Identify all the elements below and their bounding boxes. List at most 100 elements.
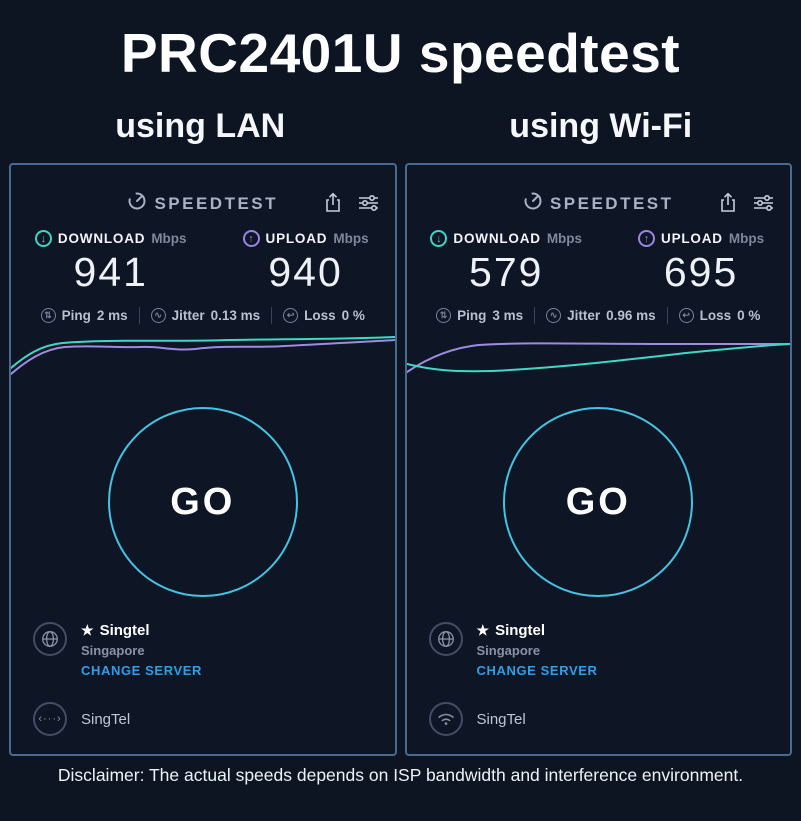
isp-name: SingTel bbox=[477, 711, 526, 728]
download-unit: Mbps bbox=[151, 231, 186, 246]
share-icon[interactable] bbox=[719, 192, 737, 218]
server-row: ★ Singtel Singapore CHANGE SERVER bbox=[429, 622, 769, 678]
download-value: 579 bbox=[469, 249, 543, 295]
ping-value: 3 ms bbox=[492, 308, 523, 323]
jitter-icon: ∿ bbox=[151, 308, 166, 323]
app-name: SPEEDTEST bbox=[154, 194, 278, 214]
settings-icon[interactable] bbox=[753, 194, 774, 217]
download-unit: Mbps bbox=[547, 231, 582, 246]
download-label: DOWNLOAD bbox=[453, 231, 540, 246]
latency-stats: ⇅ Ping 2 ms ∿ Jitter 0.13 ms ↩ Loss 0 % bbox=[11, 307, 395, 324]
jitter-value: 0.13 ms bbox=[211, 308, 261, 323]
isp-row: SingTel bbox=[429, 702, 769, 736]
server-name-row: ★ Singtel bbox=[81, 622, 202, 639]
upload-result: ↑ UPLOAD Mbps 695 bbox=[636, 230, 766, 295]
loss-icon: ↩ bbox=[679, 308, 694, 323]
download-arrow-icon: ↓ bbox=[35, 230, 52, 247]
upload-value: 940 bbox=[268, 249, 342, 295]
ping-label: Ping bbox=[62, 308, 91, 323]
speedtest-header: SPEEDTEST bbox=[11, 191, 395, 215]
loss-stat: ↩ Loss 0 % bbox=[679, 308, 761, 323]
ping-stat: ⇅ Ping 3 ms bbox=[436, 308, 523, 323]
ping-value: 2 ms bbox=[97, 308, 128, 323]
ethernet-icon: ‹···› bbox=[33, 702, 67, 736]
speed-graph bbox=[11, 334, 395, 382]
upload-result: ↑ UPLOAD Mbps 940 bbox=[241, 230, 371, 295]
go-area: GO bbox=[11, 382, 395, 622]
app-name: SPEEDTEST bbox=[550, 194, 674, 214]
loss-label: Loss bbox=[304, 308, 336, 323]
header-icons bbox=[719, 192, 774, 218]
latency-stats: ⇅ Ping 3 ms ∿ Jitter 0.96 ms ↩ Loss 0 % bbox=[407, 307, 791, 324]
ping-icon: ⇅ bbox=[41, 308, 56, 323]
ping-stat: ⇅ Ping 2 ms bbox=[41, 308, 128, 323]
upload-value: 695 bbox=[664, 249, 738, 295]
ping-label: Ping bbox=[457, 308, 486, 323]
upload-arrow-icon: ↑ bbox=[638, 230, 655, 247]
star-icon: ★ bbox=[477, 622, 490, 639]
download-result: ↓ DOWNLOAD Mbps 579 bbox=[430, 230, 582, 295]
speedtest-panel-lan: SPEEDTEST bbox=[9, 163, 397, 756]
disclaimer: Disclaimer: The actual speeds depends on… bbox=[0, 765, 801, 786]
speed-results: ↓ DOWNLOAD Mbps 579 ↑ UPLOAD Mbps 695 bbox=[407, 230, 791, 295]
gauge-icon bbox=[523, 191, 543, 216]
subtitles-row: using LAN using Wi-Fi bbox=[0, 106, 801, 146]
jitter-label: Jitter bbox=[567, 308, 600, 323]
isp-name: SingTel bbox=[81, 711, 130, 728]
upload-label: UPLOAD bbox=[661, 231, 723, 246]
change-server-link[interactable]: CHANGE SERVER bbox=[477, 663, 598, 678]
upload-label: UPLOAD bbox=[266, 231, 328, 246]
go-button[interactable]: GO bbox=[503, 407, 693, 597]
stat-divider bbox=[534, 307, 535, 324]
loss-stat: ↩ Loss 0 % bbox=[283, 308, 365, 323]
server-row: ★ Singtel Singapore CHANGE SERVER bbox=[33, 622, 373, 678]
speed-results: ↓ DOWNLOAD Mbps 941 ↑ UPLOAD Mbps 940 bbox=[11, 230, 395, 295]
globe-icon bbox=[429, 622, 463, 656]
change-server-link[interactable]: CHANGE SERVER bbox=[81, 663, 202, 678]
server-name: Singtel bbox=[495, 622, 545, 639]
jitter-stat: ∿ Jitter 0.96 ms bbox=[546, 308, 656, 323]
speedtest-panel-wifi: SPEEDTEST bbox=[405, 163, 793, 756]
settings-icon[interactable] bbox=[358, 194, 379, 217]
wifi-icon bbox=[429, 702, 463, 736]
speed-graph bbox=[407, 334, 791, 382]
subtitle-lan: using LAN bbox=[0, 106, 401, 146]
upload-unit: Mbps bbox=[333, 231, 368, 246]
download-graph-line bbox=[11, 337, 395, 368]
connection-info: ★ Singtel Singapore CHANGE SERVER SingTe… bbox=[407, 622, 791, 754]
isp-row: ‹···› SingTel bbox=[33, 702, 373, 736]
go-area: GO bbox=[407, 382, 791, 622]
loss-label: Loss bbox=[700, 308, 732, 323]
gauge-icon bbox=[127, 191, 147, 216]
jitter-icon: ∿ bbox=[546, 308, 561, 323]
server-location: Singapore bbox=[81, 643, 202, 658]
upload-graph-line bbox=[11, 340, 395, 374]
download-value: 941 bbox=[74, 249, 148, 295]
speedtest-header: SPEEDTEST bbox=[407, 191, 791, 215]
page-title: PRC2401U speedtest bbox=[0, 20, 801, 86]
stat-divider bbox=[271, 307, 272, 324]
jitter-stat: ∿ Jitter 0.13 ms bbox=[151, 308, 261, 323]
stat-divider bbox=[139, 307, 140, 324]
loss-value: 0 % bbox=[737, 308, 760, 323]
subtitle-wifi: using Wi-Fi bbox=[401, 106, 801, 146]
connection-info: ★ Singtel Singapore CHANGE SERVER ‹···› … bbox=[11, 622, 395, 754]
download-label: DOWNLOAD bbox=[58, 231, 145, 246]
header-icons bbox=[324, 192, 379, 218]
panels-container: SPEEDTEST bbox=[0, 163, 801, 756]
ping-icon: ⇅ bbox=[436, 308, 451, 323]
jitter-label: Jitter bbox=[172, 308, 205, 323]
upload-arrow-icon: ↑ bbox=[243, 230, 260, 247]
jitter-value: 0.96 ms bbox=[606, 308, 656, 323]
download-result: ↓ DOWNLOAD Mbps 941 bbox=[35, 230, 187, 295]
globe-icon bbox=[33, 622, 67, 656]
download-arrow-icon: ↓ bbox=[430, 230, 447, 247]
loss-icon: ↩ bbox=[283, 308, 298, 323]
share-icon[interactable] bbox=[324, 192, 342, 218]
upload-unit: Mbps bbox=[729, 231, 764, 246]
go-button[interactable]: GO bbox=[108, 407, 298, 597]
server-name-row: ★ Singtel bbox=[477, 622, 598, 639]
star-icon: ★ bbox=[81, 622, 94, 639]
loss-value: 0 % bbox=[342, 308, 365, 323]
server-location: Singapore bbox=[477, 643, 598, 658]
